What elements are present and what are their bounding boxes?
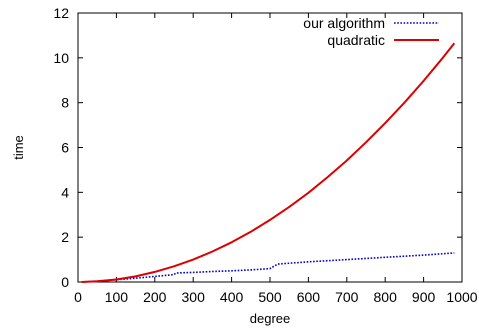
x-tick-label: 700	[335, 289, 359, 305]
x-tick-label: 300	[182, 289, 206, 305]
series-line-our-algorithm	[81, 252, 455, 283]
x-tick-label: 0	[74, 289, 82, 305]
y-tick-label: 8	[61, 95, 69, 111]
x-tick-label: 900	[412, 289, 436, 305]
y-tick-label: 4	[61, 184, 69, 200]
y-tick-label: 10	[53, 50, 69, 66]
x-axis-label: degree	[250, 311, 290, 326]
y-tick-label: 2	[61, 229, 69, 245]
y-tick-label: 0	[61, 274, 69, 290]
x-tick-label: 100	[105, 289, 129, 305]
x-tick-label: 500	[258, 289, 282, 305]
x-tick-label: 200	[143, 289, 167, 305]
legend-label: our algorithm	[303, 15, 385, 31]
series-line-quadratic	[81, 42, 456, 283]
plot-frame	[77, 12, 463, 283]
x-tick-label: 400	[220, 289, 244, 305]
series-layer	[81, 42, 456, 283]
x-tick-label: 1000	[446, 289, 477, 305]
x-tick-label: 600	[297, 289, 321, 305]
y-tick-label: 12	[53, 5, 69, 21]
y-tick-label: 6	[61, 140, 69, 156]
y-axis-label: time	[11, 135, 26, 160]
plot-area: 0 100 200 300 400 500 600 700 800 900 1000 0 2 4 6 8 10 1…	[53, 5, 477, 305]
legend-label: quadratic	[327, 32, 385, 48]
x-tick-label: 800	[374, 289, 398, 305]
